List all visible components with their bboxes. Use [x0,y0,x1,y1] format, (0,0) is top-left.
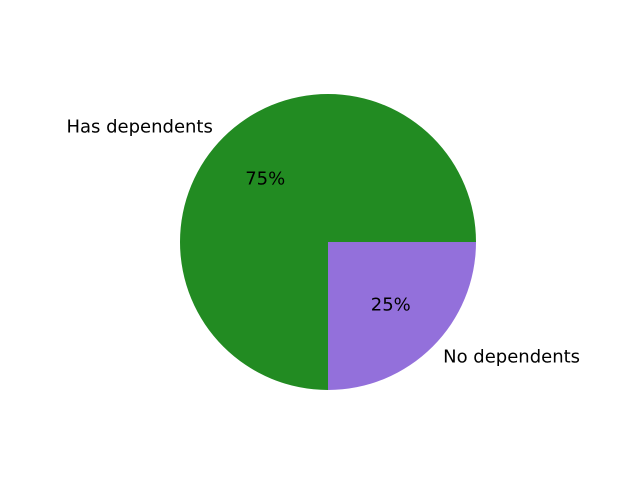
slice-percent-no-dependents: 25% [371,294,411,315]
slice-percent-has-dependents: 75% [245,169,285,190]
slice-label-has-dependents: Has dependents [66,116,212,137]
pie-slice-no-dependents [328,242,476,390]
slices-layer [180,94,476,390]
labels-layer: Has dependents 75% No dependents 25% [66,116,580,367]
slice-label-no-dependents: No dependents [443,347,580,368]
